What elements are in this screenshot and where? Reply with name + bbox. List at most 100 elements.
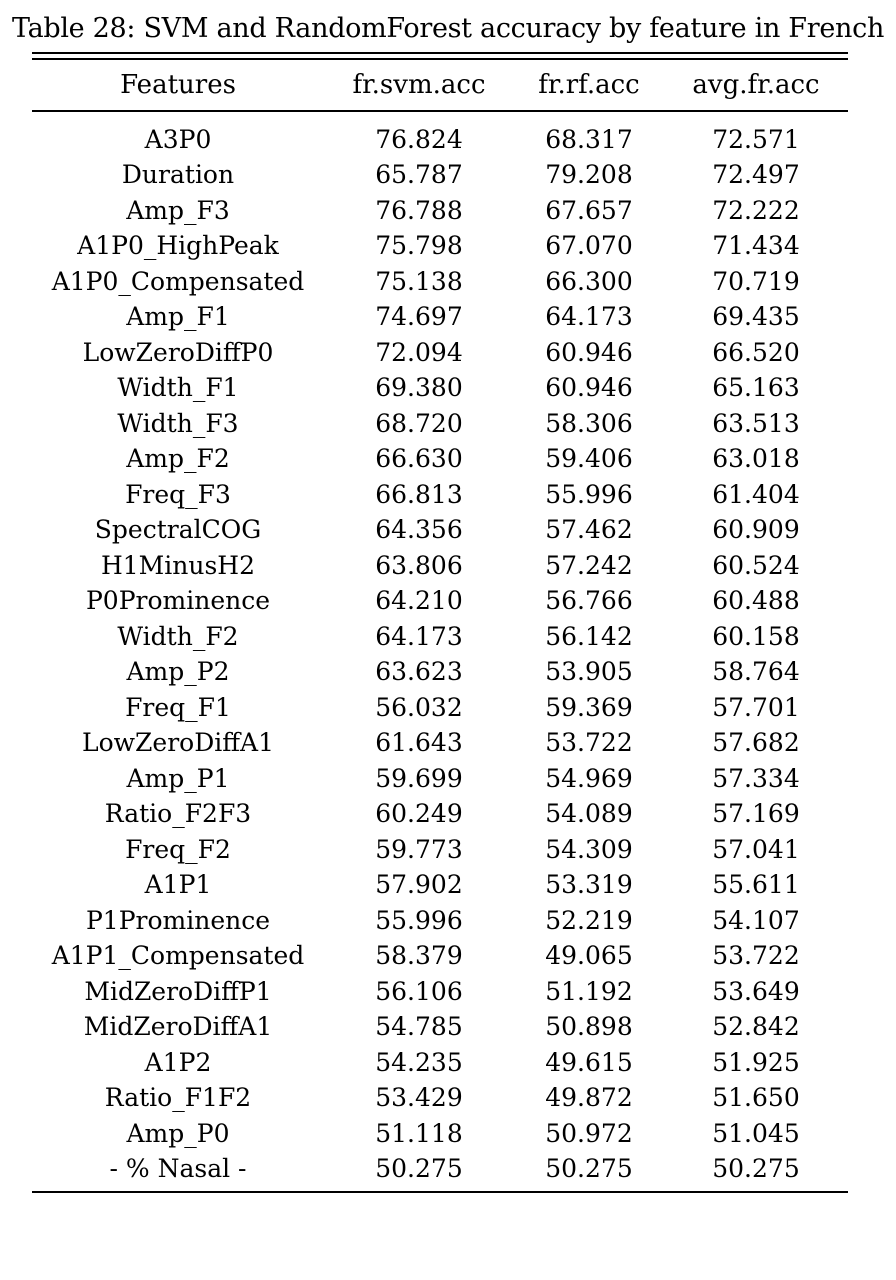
table-caption: Table 28: SVM and RandomForest accuracy …	[11, 13, 885, 44]
table-row: Amp_F1 74.697 64.173 69.435	[32, 299, 848, 335]
avg-fr-acc-cell: 51.925	[712, 1047, 800, 1077]
avg-fr-acc-cell: 57.334	[712, 763, 800, 793]
table-top-rule-inner	[32, 58, 848, 60]
feature-name-cell: Amp_F1	[126, 302, 230, 332]
fr-rf-acc-cell: 60.946	[545, 337, 633, 367]
avg-fr-acc-cell: 53.649	[712, 976, 800, 1006]
avg-fr-acc-cell: 60.524	[712, 550, 800, 580]
feature-name-cell: A1P1_Compensated	[51, 941, 305, 971]
table-top-rule	[32, 52, 848, 54]
feature-name-cell: A1P1	[144, 870, 212, 900]
avg-fr-acc-cell: 70.719	[712, 266, 800, 296]
avg-fr-acc-cell: 57.682	[712, 728, 800, 758]
fr-rf-acc-cell: 53.722	[545, 728, 633, 758]
fr-rf-acc-cell: 68.317	[545, 124, 633, 154]
table-row: - % Nasal - 50.275 50.275 50.275	[32, 1151, 848, 1191]
table-row: Amp_P0 51.118 50.972 51.045	[32, 1116, 848, 1152]
table-row: Amp_F2 66.630 59.406 63.018	[32, 441, 848, 477]
table-row: Amp_F3 76.788 67.657 72.222	[32, 193, 848, 229]
fr-svm-acc-cell: 57.902	[375, 870, 463, 900]
table-row: Ratio_F1F2 53.429 49.872 51.650	[32, 1080, 848, 1116]
fr-svm-acc-cell: 75.798	[375, 231, 463, 261]
fr-rf-acc-cell: 49.615	[545, 1047, 633, 1077]
feature-name-cell: P0Prominence	[85, 586, 271, 616]
feature-name-cell: Ratio_F2F3	[104, 799, 252, 829]
table-row: A1P2 54.235 49.615 51.925	[32, 1045, 848, 1081]
avg-fr-acc-cell: 72.571	[712, 124, 800, 154]
fr-rf-acc-cell: 49.065	[545, 941, 633, 971]
table-row: A1P1_Compensated 58.379 49.065 53.722	[32, 938, 848, 974]
table-row: Freq_F3 66.813 55.996 61.404	[32, 477, 848, 513]
fr-svm-acc-cell: 68.720	[375, 408, 463, 438]
table-row: Width_F1 69.380 60.946 65.163	[32, 370, 848, 406]
feature-name-cell: H1MinusH2	[100, 550, 256, 580]
fr-svm-acc-cell: 56.106	[375, 976, 463, 1006]
fr-svm-acc-cell: 76.824	[375, 124, 463, 154]
avg-fr-acc-cell: 71.434	[712, 231, 800, 261]
table-row: Width_F2 64.173 56.142 60.158	[32, 619, 848, 655]
avg-fr-acc-cell: 57.041	[712, 834, 800, 864]
fr-svm-acc-cell: 72.094	[375, 337, 463, 367]
fr-rf-acc-cell: 50.275	[545, 1154, 633, 1184]
fr-svm-acc-cell: 54.785	[375, 1012, 463, 1042]
avg-fr-acc-cell: 60.488	[712, 586, 800, 616]
feature-name-cell: Freq_F3	[125, 479, 231, 509]
fr-svm-acc-cell: 51.118	[375, 1118, 463, 1148]
fr-svm-acc-cell: 59.773	[375, 834, 463, 864]
avg-fr-acc-cell: 63.018	[712, 444, 800, 474]
avg-fr-acc-cell: 61.404	[712, 479, 800, 509]
fr-rf-acc-cell: 60.946	[545, 373, 633, 403]
fr-svm-acc-cell: 63.806	[375, 550, 463, 580]
feature-name-cell: A1P2	[144, 1047, 212, 1077]
table-row: Freq_F2 59.773 54.309 57.041	[32, 832, 848, 868]
fr-svm-acc-cell: 59.699	[375, 763, 463, 793]
table-row: A3P0 76.824 68.317 72.571	[32, 112, 848, 158]
avg-fr-acc-cell: 54.107	[712, 905, 800, 935]
fr-rf-acc-cell: 55.996	[545, 479, 633, 509]
fr-rf-acc-cell: 50.972	[545, 1118, 633, 1148]
fr-rf-acc-cell: 52.219	[545, 905, 633, 935]
fr-rf-acc-cell: 57.242	[545, 550, 633, 580]
feature-name-cell: SpectralCOG	[94, 515, 262, 545]
fr-rf-acc-cell: 79.208	[545, 160, 633, 190]
table-row: SpectralCOG 64.356 57.462 60.909	[32, 512, 848, 548]
avg-fr-acc-cell: 53.722	[712, 941, 800, 971]
fr-svm-acc-cell: 66.630	[375, 444, 463, 474]
feature-name-cell: - % Nasal -	[109, 1154, 247, 1184]
table-row: Ratio_F2F3 60.249 54.089 57.169	[32, 796, 848, 832]
feature-name-cell: Freq_F2	[125, 834, 231, 864]
fr-svm-acc-cell: 64.173	[375, 621, 463, 651]
fr-svm-acc-cell: 56.032	[375, 692, 463, 722]
fr-rf-acc-cell: 50.898	[545, 1012, 633, 1042]
table-bottom-rule	[32, 1190, 848, 1193]
fr-rf-acc-cell: 67.070	[545, 231, 633, 261]
fr-svm-acc-cell: 55.996	[375, 905, 463, 935]
feature-name-cell: Width_F2	[117, 621, 239, 651]
table-header-row: Features fr.svm.acc fr.rf.acc avg.fr.acc	[32, 60, 848, 110]
table-row: LowZeroDiffA1 61.643 53.722 57.682	[32, 725, 848, 761]
fr-rf-acc-cell: 66.300	[545, 266, 633, 296]
fr-rf-acc-cell: 64.173	[545, 302, 633, 332]
results-table-container: Features fr.svm.acc fr.rf.acc avg.fr.acc…	[32, 52, 848, 1193]
table-row: P0Prominence 64.210 56.766 60.488	[32, 583, 848, 619]
avg-fr-acc-cell: 66.520	[712, 337, 800, 367]
fr-svm-acc-cell: 75.138	[375, 266, 463, 296]
avg-fr-acc-cell: 50.275	[712, 1154, 800, 1184]
feature-name-cell: MidZeroDiffP1	[84, 976, 272, 1006]
fr-svm-acc-cell: 58.379	[375, 941, 463, 971]
table-row: Amp_P1 59.699 54.969 57.334	[32, 761, 848, 797]
fr-rf-acc-cell: 57.462	[545, 515, 633, 545]
feature-name-cell: LowZeroDiffP0	[82, 337, 274, 367]
feature-name-cell: Width_F3	[117, 408, 239, 438]
feature-name-cell: Duration	[121, 160, 235, 190]
feature-name-cell: A1P0_Compensated	[51, 266, 305, 296]
accuracy-table: Features fr.svm.acc fr.rf.acc avg.fr.acc	[32, 60, 848, 110]
fr-rf-acc-cell: 54.309	[545, 834, 633, 864]
feature-name-cell: P1Prominence	[85, 905, 271, 935]
feature-name-cell: Amp_F3	[126, 195, 230, 225]
feature-name-cell: Amp_P0	[126, 1118, 230, 1148]
avg-fr-acc-cell: 57.169	[712, 799, 800, 829]
fr-svm-acc-cell: 50.275	[375, 1154, 463, 1184]
fr-rf-acc-cell: 56.766	[545, 586, 633, 616]
fr-svm-acc-cell: 69.380	[375, 373, 463, 403]
